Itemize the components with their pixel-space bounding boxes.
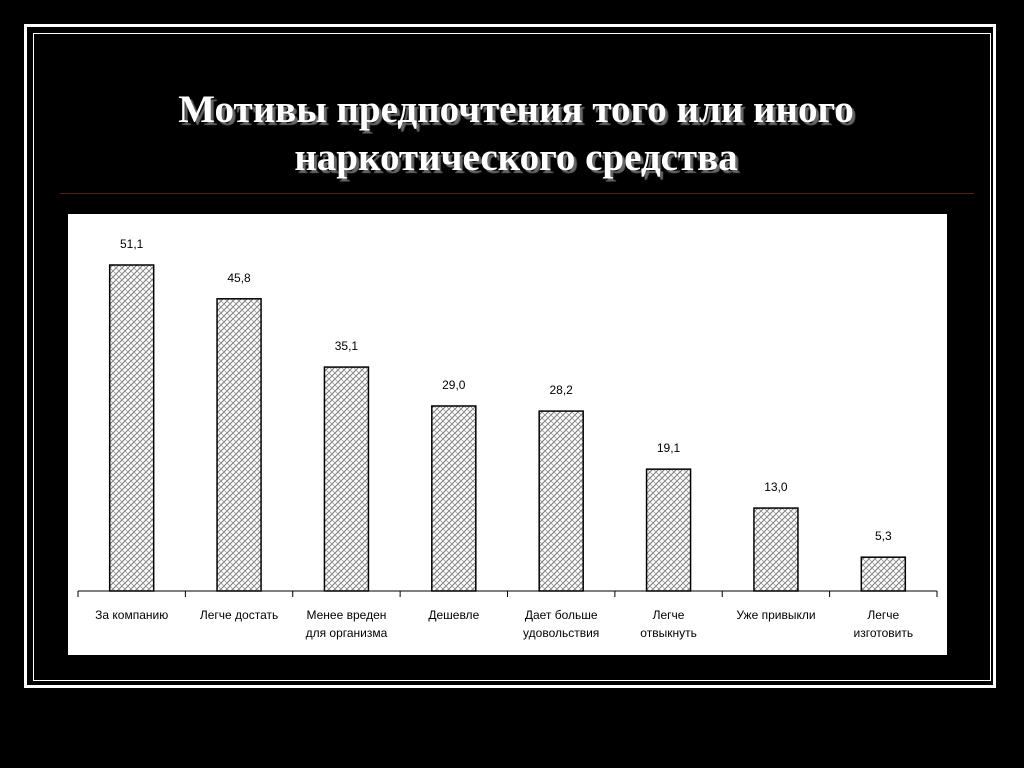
x-tick-label: Дает больше	[525, 608, 598, 622]
x-tick-label: изготовить	[854, 626, 914, 640]
bar	[753, 507, 799, 592]
bar	[538, 410, 584, 592]
x-axis	[77, 590, 938, 597]
bar	[860, 556, 907, 592]
bar	[645, 468, 692, 592]
slide-title-line-1: Мотивы предпочтения того или иного	[178, 88, 854, 131]
x-tick-label: для организма	[306, 626, 388, 640]
data-label: 29,0	[442, 378, 466, 392]
bar	[216, 298, 262, 592]
x-tick-label: удовольствия	[523, 626, 599, 640]
data-label: 5,3	[875, 529, 892, 543]
x-tick-label: За компанию	[95, 608, 168, 622]
x-tick-label: отвыкнуть	[640, 626, 697, 640]
slide-title-line-2: наркотического средства	[294, 136, 738, 179]
slide-title: Мотивы предпочтения того или иного нарко…	[60, 86, 972, 182]
data-label: 45,8	[227, 271, 251, 285]
slide-frame-inner	[33, 33, 991, 681]
x-tick-label: Менее вреден	[307, 608, 387, 622]
slide-frame-outer	[24, 24, 996, 688]
data-label: 13,0	[764, 480, 788, 494]
data-label: 51,1	[120, 237, 144, 251]
x-tick-label: Дешевле	[428, 608, 479, 622]
bar	[108, 264, 155, 592]
chart-area: 51,1 За компанию 45,8 Легче достать 35,1 Мене…	[68, 214, 947, 655]
bar	[323, 366, 370, 592]
x-tick-label: Легче	[867, 608, 899, 622]
data-label: 19,1	[657, 441, 681, 455]
bar	[431, 405, 477, 592]
bar-chart: 51,1 За компанию 45,8 Легче достать 35,1 Мене…	[77, 237, 938, 640]
data-label: 35,1	[335, 339, 359, 353]
labels-group: 51,1 За компанию 45,8 Легче достать 35,1 Мене…	[95, 237, 913, 640]
x-tick-label: Уже привыкли	[736, 608, 815, 622]
data-label: 28,2	[550, 383, 574, 397]
bars-group	[108, 264, 907, 592]
x-tick-label: Легче достать	[200, 608, 278, 622]
x-tick-label: Легче	[653, 608, 685, 622]
title-divider	[60, 193, 974, 194]
